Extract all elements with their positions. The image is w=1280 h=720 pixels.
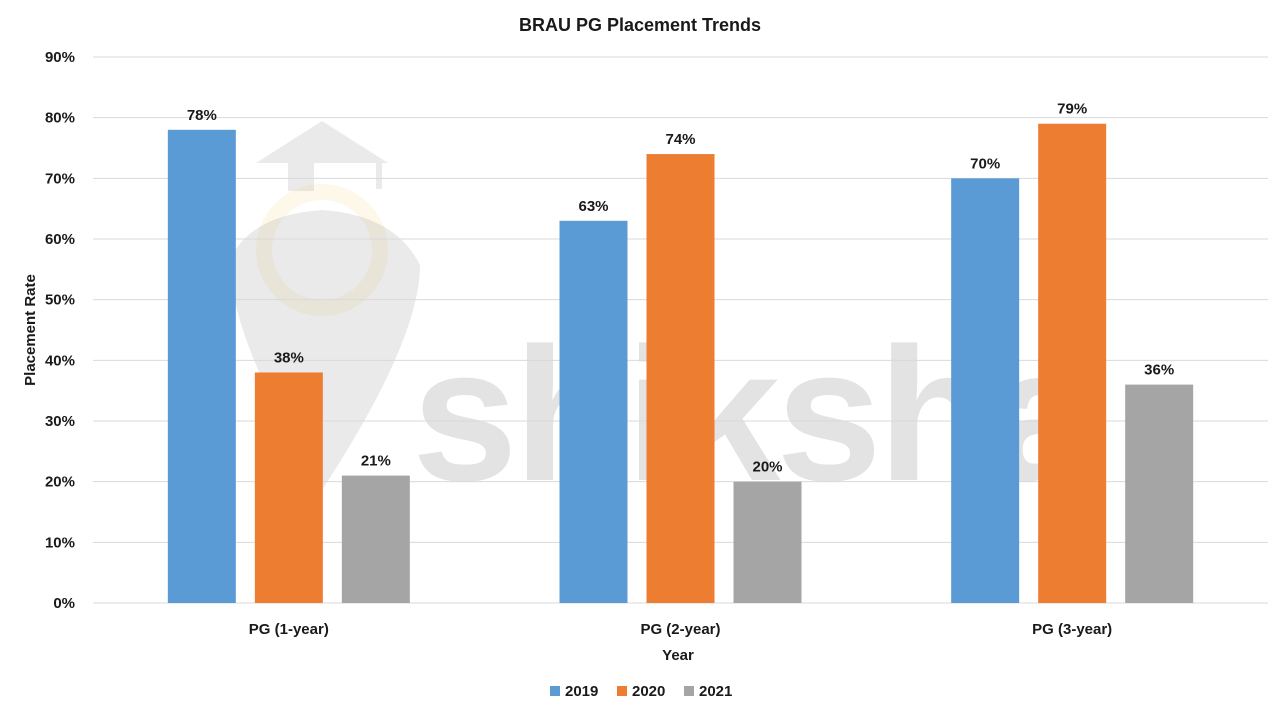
y-tick-label: 50% <box>45 292 75 309</box>
watermark-cap-icon <box>256 121 388 163</box>
bar-2020 <box>646 154 715 604</box>
data-label: 70% <box>970 155 1000 172</box>
watermark-figure-icon <box>230 210 420 490</box>
y-tick-label: 70% <box>45 170 75 187</box>
data-label: 63% <box>578 198 608 215</box>
y-tick-label: 20% <box>45 474 75 491</box>
data-label: 79% <box>1057 101 1087 118</box>
legend-item: 2021 <box>699 683 732 700</box>
y-axis-ticks: 0% 10% 20% 30% 40% 50% 60% 70% 80% 90% <box>45 49 75 612</box>
data-label: 38% <box>274 349 304 366</box>
y-axis-title: Placement Rate <box>22 274 39 386</box>
legend-item: 2019 <box>565 683 598 700</box>
bar-2021 <box>1125 384 1194 603</box>
y-tick-label: 30% <box>45 413 75 430</box>
watermark-ring-icon <box>256 184 388 316</box>
y-tick-label: 0% <box>53 595 75 612</box>
x-category-label: PG (2-year) <box>640 621 720 638</box>
data-label: 20% <box>752 459 782 476</box>
bar-2019 <box>951 178 1020 604</box>
chart-title: BRAU PG Placement Trends <box>519 15 761 35</box>
data-label: 74% <box>665 131 695 148</box>
y-tick-label: 90% <box>45 49 75 66</box>
x-category-label: PG (3-year) <box>1032 621 1112 638</box>
legend-swatch <box>550 686 560 696</box>
bar-2021 <box>341 475 410 603</box>
legend-swatch <box>617 686 627 696</box>
y-tick-label: 10% <box>45 534 75 551</box>
bar-2019 <box>559 220 628 604</box>
data-label: 21% <box>361 453 391 470</box>
data-label: 36% <box>1144 362 1174 379</box>
legend-swatch <box>684 686 694 696</box>
y-tick-label: 60% <box>45 231 75 248</box>
bars <box>167 123 1194 604</box>
x-axis-categories: PG (1-year) PG (2-year) PG (3-year) <box>249 621 1112 638</box>
bar-2021 <box>733 481 802 603</box>
bar-2020 <box>1038 123 1107 603</box>
legend: 2019 2020 2021 <box>550 683 732 700</box>
bar-2019 <box>167 129 236 604</box>
data-label: 78% <box>187 107 217 124</box>
legend-item: 2020 <box>632 683 665 700</box>
x-category-label: PG (1-year) <box>249 621 329 638</box>
data-labels: 78% 38% 21% 63% 74% 20% 70% 79% 36% <box>187 101 1174 476</box>
y-tick-label: 80% <box>45 110 75 127</box>
y-tick-label: 40% <box>45 352 75 369</box>
x-axis-title: Year <box>662 647 694 664</box>
bar-2020 <box>254 372 323 603</box>
